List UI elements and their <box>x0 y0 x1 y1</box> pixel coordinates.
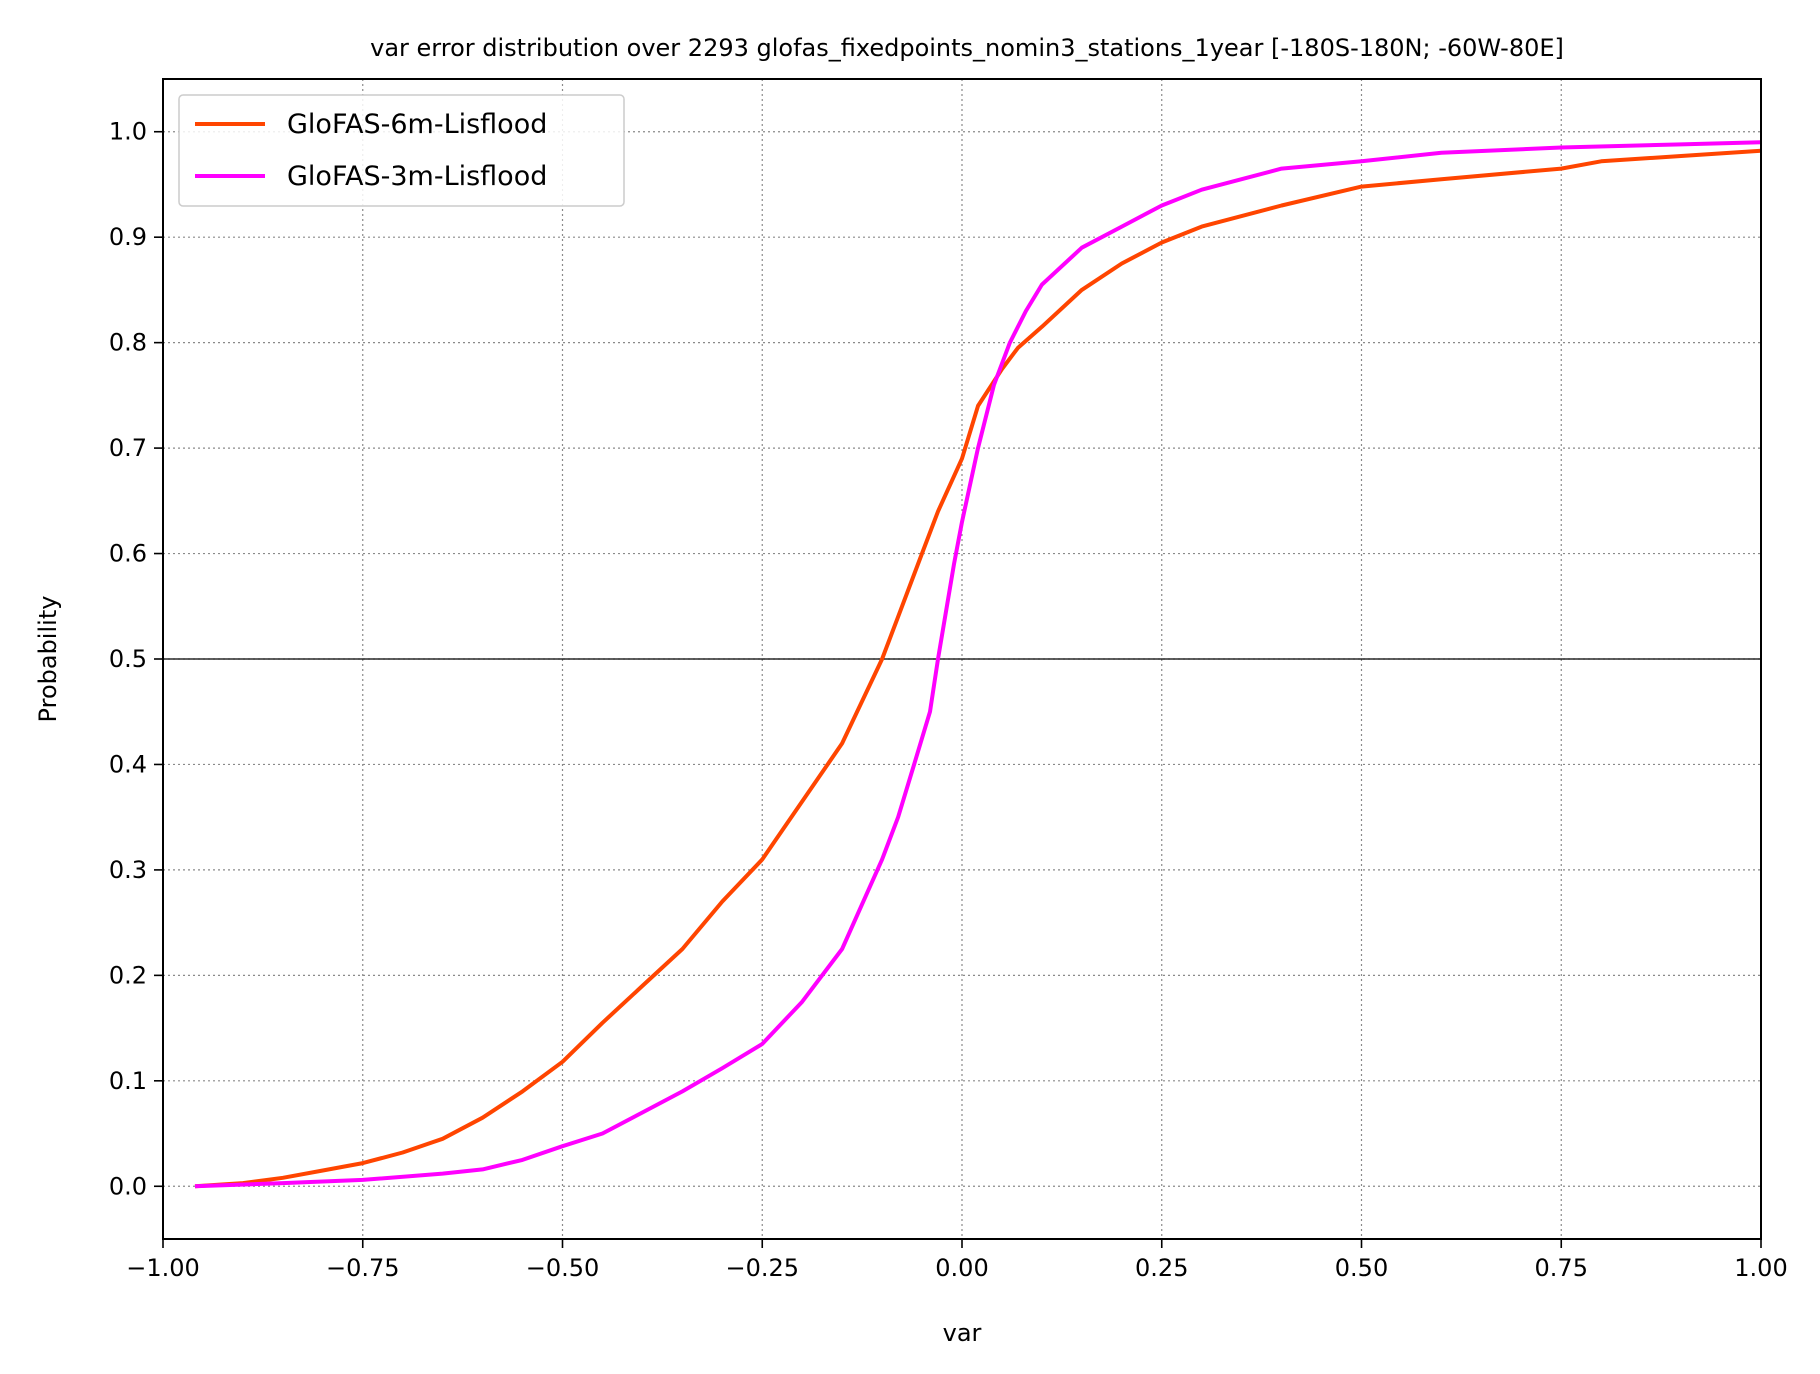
series-line-0 <box>194 148 1762 1189</box>
x-tick-label-2: −0.50 <box>526 1254 600 1282</box>
legend-label-glofas-3m: GloFAS-3m-Lisflood <box>287 161 547 192</box>
legend-box <box>178 94 625 207</box>
y-axis-label: Probability <box>34 596 62 723</box>
x-tick-label-8: 1.00 <box>1734 1254 1787 1282</box>
y-tick-label-7: 0.7 <box>109 434 147 462</box>
x-tick-label-4: 0.00 <box>935 1254 988 1282</box>
x-axis-ticks: −1.00 −0.75 −0.50 −0.25 0.00 0.25 0.50 0.75 1.00 <box>126 1239 1788 1282</box>
y-tick-label-8: 0.8 <box>109 329 147 357</box>
x-axis-label: var <box>943 1319 982 1347</box>
y-axis-ticks: 0.0 0.1 0.2 0.3 0.4 0.5 0.6 0.7 0.8 0.9 1.0 <box>109 118 163 1200</box>
x-tick-label-1: −0.75 <box>326 1254 400 1282</box>
y-tick-label-4: 0.4 <box>109 750 147 778</box>
y-tick-label-10: 1.0 <box>109 118 147 146</box>
y-tick-label-1: 0.1 <box>109 1067 147 1095</box>
y-tick-label-3: 0.3 <box>109 856 147 884</box>
y-tick-label-9: 0.9 <box>109 223 147 251</box>
series-layer <box>194 140 1762 1189</box>
series-line-1 <box>194 140 1762 1189</box>
legend-label-glofas-6m: GloFAS-6m-Lisflood <box>287 109 547 140</box>
legend: GloFAS-6m-Lisflood GloFAS-3m-Lisflood <box>178 94 625 207</box>
chart-title: var error distribution over 2293 glofas_… <box>370 34 1564 62</box>
y-tick-label-2: 0.2 <box>109 961 147 989</box>
x-tick-label-6: 0.50 <box>1335 1254 1388 1282</box>
y-tick-label-5: 0.5 <box>109 645 147 673</box>
x-tick-label-0: −1.00 <box>126 1254 200 1282</box>
x-tick-label-3: −0.25 <box>725 1254 799 1282</box>
y-tick-label-6: 0.6 <box>109 540 147 568</box>
x-tick-label-5: 0.25 <box>1135 1254 1188 1282</box>
x-tick-label-7: 0.75 <box>1535 1254 1588 1282</box>
y-tick-label-0: 0.0 <box>109 1172 147 1200</box>
